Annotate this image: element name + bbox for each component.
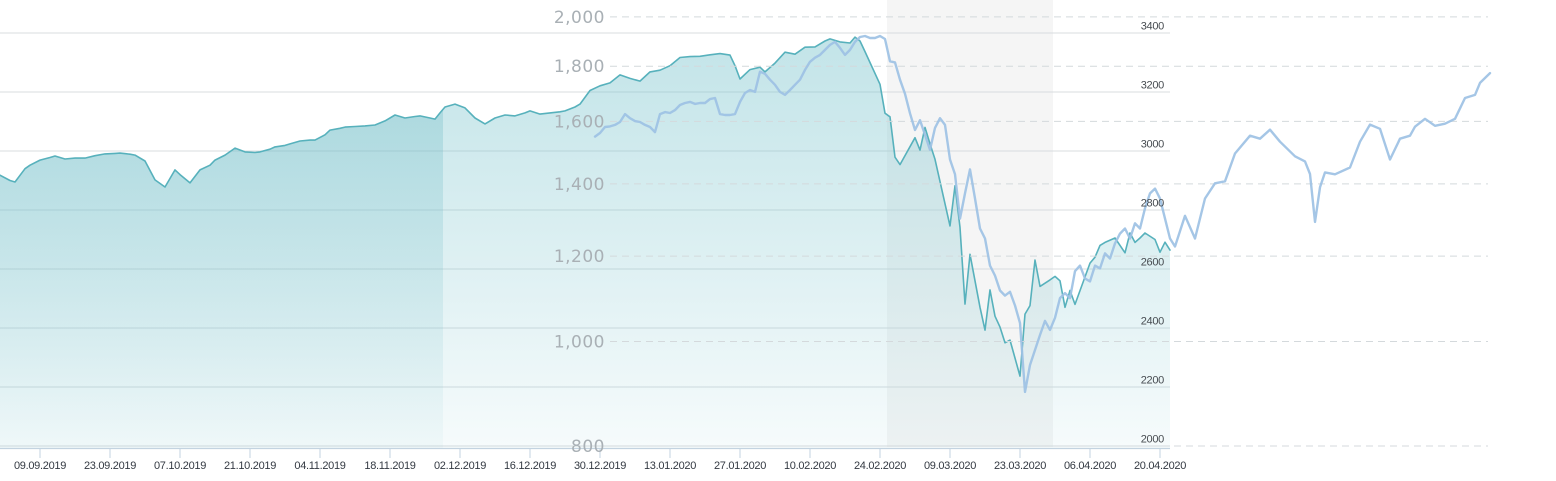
x-axis-date-label: 04.11.2019	[294, 460, 345, 472]
x-axis-labels: 09.09.2019 23.09.2019 07.10.2019 21.10.2019…	[14, 460, 1187, 472]
left-axis-tick-label: 1,000	[554, 333, 605, 353]
x-axis-date-label: 20.04.2020	[1134, 460, 1186, 472]
x-axis	[0, 447, 1170, 458]
right-axis-tick-label: 2800	[1141, 198, 1164, 210]
x-axis-date-label: 09.03.2020	[924, 460, 976, 472]
left-axis-tick-label: 1,800	[554, 57, 605, 77]
x-axis-date-label: 06.04.2020	[1064, 460, 1116, 472]
right-axis-tick-label: 2400	[1141, 316, 1164, 328]
line-series	[593, 34, 1492, 394]
right-axis-tick-label: 2600	[1141, 257, 1164, 269]
area-series	[0, 36, 1171, 448]
x-axis-date-label: 21.10.2019	[224, 460, 276, 472]
left-axis-labels: 2,000 1,800 1,600 1,400 1,200 1,000 800	[554, 8, 605, 457]
left-axis-tick-label: 1,400	[554, 175, 605, 195]
x-axis-date-label: 16.12.2019	[504, 460, 556, 472]
x-axis-date-label: 24.02.2020	[854, 460, 906, 472]
left-axis-tick-label: 1,600	[554, 112, 605, 132]
right-axis-tick-label: 2200	[1141, 375, 1164, 387]
x-axis-date-label: 10.02.2020	[784, 460, 836, 472]
right-axis-tick-label: 3400	[1141, 21, 1164, 33]
x-axis-date-label: 07.10.2019	[154, 460, 206, 472]
right-axis-tick-label: 3000	[1141, 139, 1164, 151]
left-axis-tick-label: 1,200	[554, 247, 605, 267]
x-axis-date-label: 09.09.2019	[14, 460, 66, 472]
x-axis-date-label: 02.12.2019	[434, 460, 486, 472]
area-fill-dark-segment	[0, 109, 443, 448]
left-axis-tick-label: 800	[571, 437, 605, 457]
right-axis-tick-label: 2000	[1141, 434, 1164, 446]
left-axis-tick-label: 2,000	[554, 8, 605, 28]
x-axis-date-label: 13.01.2020	[644, 460, 696, 472]
x-axis-date-label: 23.09.2019	[84, 460, 136, 472]
benchmark-line	[593, 34, 1492, 394]
right-axis-tick-label: 3200	[1141, 80, 1164, 92]
area-outline	[0, 36, 1171, 377]
right-axis-labels: 3400 3200 3000 2800 2600 2400 2200 2000	[1141, 21, 1165, 446]
x-axis-date-label: 23.03.2020	[994, 460, 1046, 472]
x-axis-date-label: 30.12.2019	[574, 460, 626, 472]
x-axis-date-label: 27.01.2020	[714, 460, 766, 472]
x-axis-date-label: 18.11.2019	[364, 460, 415, 472]
left-axis-gridlines	[610, 16, 1488, 447]
